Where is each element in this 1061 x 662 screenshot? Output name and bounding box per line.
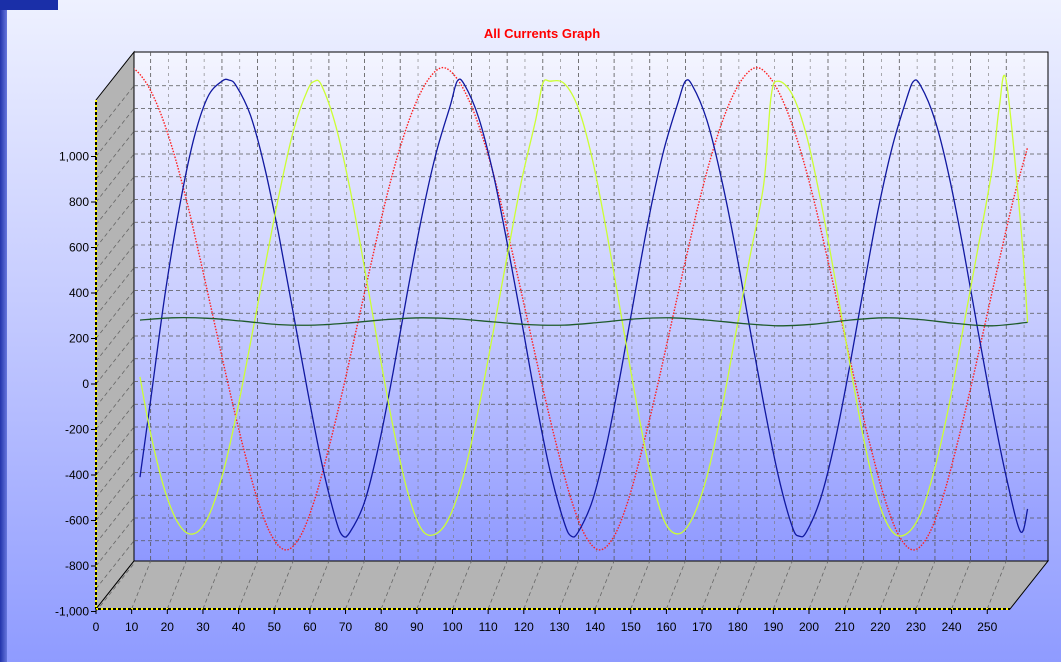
x-tick-label: 110 xyxy=(479,620,498,634)
x-tick-label: 50 xyxy=(268,620,282,634)
y-tick-label: -400 xyxy=(65,468,89,482)
y-tick-label: 400 xyxy=(69,286,89,300)
x-tick-label: 220 xyxy=(870,620,890,634)
grid-floor-diagonal xyxy=(701,560,722,610)
series-line-1 xyxy=(134,66,1029,551)
x-tick-label: 250 xyxy=(977,620,997,634)
grid-left-diagonal xyxy=(95,108,135,157)
x-tick-label: 210 xyxy=(835,620,855,634)
x-tick-label: 60 xyxy=(303,620,317,634)
x-tick-label: 240 xyxy=(942,620,962,634)
x-tick-label: 230 xyxy=(906,620,926,634)
series-group xyxy=(134,66,1029,551)
x-tick-label: 40 xyxy=(232,620,246,634)
grid-floor-diagonal xyxy=(309,560,330,610)
x-tick-label: 190 xyxy=(763,620,783,634)
x-tick-label: 140 xyxy=(585,620,605,634)
x-tick-label: 80 xyxy=(375,620,389,634)
grid-left-diagonal xyxy=(95,381,135,430)
grid-floor-diagonal xyxy=(666,560,686,610)
grid-left-diagonal xyxy=(95,131,135,180)
grid-left-diagonal xyxy=(95,222,135,271)
x-tick-label: 100 xyxy=(442,620,462,634)
series-line-2 xyxy=(139,78,1029,538)
chart-title: All Currents Graph xyxy=(484,26,600,41)
x-tick-label: 170 xyxy=(692,620,712,634)
x-tick-label: 120 xyxy=(514,620,534,634)
y-tick-label: -1,000 xyxy=(55,605,89,619)
grid-left-diagonal xyxy=(95,426,135,476)
plot-area xyxy=(133,51,1049,562)
grid-left-diagonal xyxy=(95,404,135,453)
grid-floor-diagonal xyxy=(273,560,294,610)
window-left-border xyxy=(0,0,7,662)
grid-left-diagonal xyxy=(95,267,135,316)
grid-floor-diagonal xyxy=(559,560,579,610)
grid-floor-diagonal xyxy=(345,560,365,610)
y-tick-label: 1,000 xyxy=(59,150,89,164)
x-tick-label: 160 xyxy=(656,620,676,634)
grid-floor-diagonal xyxy=(166,560,187,610)
x-tick-label: 30 xyxy=(196,620,210,634)
grid-floor-diagonal xyxy=(879,560,900,610)
grid-left-diagonal xyxy=(95,85,135,134)
x-tick-label: 70 xyxy=(339,620,353,634)
x-tick-label: 20 xyxy=(161,620,175,634)
grid-left-diagonal xyxy=(95,472,135,521)
grid-floor-diagonal xyxy=(131,560,152,610)
grid-floor-diagonal xyxy=(487,560,508,610)
grid-floor-diagonal xyxy=(523,560,544,610)
grid-left-diagonal xyxy=(95,199,135,248)
grid-left-diagonal xyxy=(95,153,135,203)
grid-left-diagonal xyxy=(95,244,135,294)
y-tick-label: -200 xyxy=(65,423,89,437)
floor-wall xyxy=(94,560,1050,610)
window-title-corner xyxy=(0,0,58,10)
grid-floor-diagonal xyxy=(202,560,223,610)
grid-floor-diagonal xyxy=(915,560,936,610)
grid-floor-diagonal xyxy=(452,560,472,610)
grid-left-diagonal xyxy=(95,540,135,589)
series-line-3 xyxy=(139,74,1029,537)
grid-left-diagonal xyxy=(95,517,135,567)
grid-floor-diagonal xyxy=(630,560,651,610)
grid-left-diagonal xyxy=(95,335,135,385)
grid-left-diagonal xyxy=(95,449,135,498)
grid-floor-diagonal xyxy=(380,560,401,610)
grid-floor-diagonal xyxy=(594,560,615,610)
y-axis-ticks: 1,000 800 600 400 200 0 -200 -400 -600 -800 -1,000 xyxy=(55,150,96,619)
grid-left-diagonal xyxy=(95,563,135,612)
y-tick-label: 200 xyxy=(69,332,89,346)
grid-left-diagonal xyxy=(95,313,135,362)
y-tick-label: 0 xyxy=(82,377,89,391)
y-tick-label: 600 xyxy=(69,241,89,255)
grid-left-diagonal xyxy=(95,290,135,339)
x-tick-label: 180 xyxy=(728,620,748,634)
x-tick-label: 130 xyxy=(549,620,569,634)
x-tick-label: 150 xyxy=(621,620,641,634)
grid-floor-diagonal xyxy=(416,560,437,610)
grid-left-diagonal xyxy=(95,176,135,225)
grid-floor-diagonal xyxy=(986,560,1007,610)
y-tick-label: -800 xyxy=(65,559,89,573)
x-tick-label: 90 xyxy=(410,620,424,634)
series-line-4 xyxy=(139,317,1028,327)
grid-left-diagonal xyxy=(95,495,135,544)
x-tick-label: 0 xyxy=(93,620,100,634)
grid-left-diagonal xyxy=(95,358,135,407)
axes xyxy=(95,100,1010,610)
grid-floor-diagonal xyxy=(844,560,865,610)
grid-lines xyxy=(95,52,1048,612)
y-tick-label: 800 xyxy=(69,195,89,209)
x-axis-ticks: 0 10 20 30 40 50 60 70 80 90 100 110 120 130 140 150 160… xyxy=(93,609,998,634)
grid-floor-diagonal xyxy=(238,560,258,610)
grid-floor-diagonal xyxy=(808,560,829,610)
y-tick-label: -600 xyxy=(65,514,89,528)
grid-floor-diagonal xyxy=(951,560,971,610)
x-tick-label: 200 xyxy=(799,620,819,634)
x-tick-label: 10 xyxy=(125,620,139,634)
grid-floor-diagonal xyxy=(737,560,758,610)
grid-floor-diagonal xyxy=(772,560,793,610)
